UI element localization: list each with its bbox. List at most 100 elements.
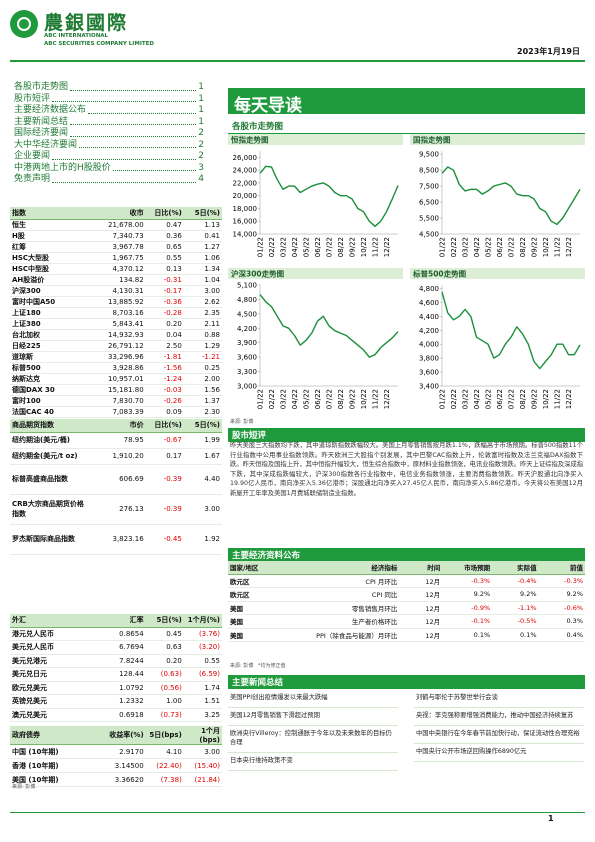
cell: -0.3%: [538, 574, 585, 588]
row: 美元兑人民币 6.7694 0.63 (3.20): [10, 640, 222, 655]
cell: 0.17: [145, 448, 184, 465]
table: 商品期货指数 市价 日比(%) 5日(%) 纽约期油(美元/桶) 78.95 -0.67 1.…: [10, 419, 222, 555]
cell: 1.74: [183, 681, 222, 695]
toc-title: 国际经济要闻: [14, 128, 69, 138]
line-series: [259, 165, 399, 227]
cell: 罗杰斯国际商品指数: [10, 524, 91, 555]
x-tick-label: 11/22: [372, 389, 380, 409]
header-cell: 政府债券: [10, 726, 91, 745]
cell: 12月: [399, 574, 443, 588]
cell: 1.92: [183, 524, 222, 555]
cell: 2.11: [183, 318, 222, 330]
cell: 1.34: [183, 263, 222, 275]
x-tick-label: 12/22: [383, 389, 391, 409]
cell: 9.2%: [442, 587, 493, 602]
toc-page: 3: [198, 162, 204, 173]
cell: 2.35: [183, 307, 222, 319]
cell: 0.25: [183, 362, 222, 374]
x-tick-label: 04/22: [291, 237, 299, 257]
cell: 4,130.31: [90, 285, 146, 297]
y-tick-label: 4,500: [237, 310, 257, 318]
y-tick-label: 18,000: [233, 205, 258, 213]
x-tick-label: 04/22: [473, 237, 481, 257]
toc-page: 1: [198, 82, 204, 92]
cell: -0.67: [145, 432, 184, 449]
x-tick-label: 03/22: [280, 237, 288, 257]
cell: 0.47: [145, 219, 184, 231]
news-item: 刘鹤与耶伦于苏黎世举行会谈: [414, 690, 584, 708]
cell: 0.1%: [442, 628, 493, 642]
x-tick-label: 03/22: [462, 389, 470, 409]
row: 美元兑港元 7.8244 0.20 0.55: [10, 654, 222, 668]
cell: 2.50: [145, 340, 184, 352]
source: 来源: 彭博: [12, 784, 36, 790]
cell: 78.95: [90, 432, 146, 449]
fx-table: 外汇 汇率 5日(%) 1个月(%) 港元兑人民币 0.8654 0.45 (3.76) 美元兑…: [10, 614, 222, 722]
y-tick-label: 3,600: [237, 354, 257, 362]
row: 法国CAC 40 7,083.39 0.09 2.30: [10, 406, 222, 418]
cell: 13,885.92: [90, 296, 146, 308]
cell: 5,843.41: [90, 318, 146, 330]
line-series: [259, 294, 399, 358]
header-cell: 国家/地区: [228, 561, 275, 575]
toc-page: 1: [198, 116, 204, 127]
x-tick-label: 04/22: [291, 389, 299, 409]
cell: 1.37: [183, 395, 222, 407]
cell: 3.00: [183, 285, 222, 297]
cell: 0.20: [145, 318, 184, 330]
toc-title: 各股市走势图: [14, 82, 69, 92]
cell: (22.40): [145, 758, 184, 773]
cell: HSC大型股: [10, 252, 91, 264]
row: CRB大宗商品期货价格指数 276.13 -0.39 3.00: [10, 494, 222, 525]
cell: -0.4%: [492, 574, 539, 588]
cell: (0.73): [145, 708, 184, 722]
y-tick-label: 5,100: [237, 282, 257, 290]
header-cell: 外汇: [10, 614, 91, 628]
x-tick-label: 07/22: [326, 237, 334, 257]
cell: 德国DAX 30: [10, 384, 91, 396]
cell: -0.3%: [442, 574, 493, 588]
cell: -0.28: [145, 307, 184, 319]
header-cell: 收益率(%): [90, 726, 146, 745]
cell: 日经225: [10, 340, 91, 352]
toc-entry: 企业要闻 2: [14, 151, 204, 163]
cell: 3.14500: [90, 758, 146, 773]
row: 欧元兑美元 1.0792 (0.56) 1.74: [10, 681, 222, 695]
cell: 12月: [399, 601, 443, 615]
x-tick-label: 05/22: [303, 237, 311, 257]
cell: 1.04: [183, 274, 222, 286]
tbody: 外汇 汇率 5日(%) 1个月(%) 港元兑人民币 0.8654 0.45 (3.76) 美元兑…: [10, 614, 222, 722]
x-tick-label: 01/22: [257, 237, 265, 257]
chart-title-bg: [410, 134, 585, 145]
cell: 2.30: [183, 406, 222, 418]
cell: 3,967.78: [90, 241, 146, 253]
cell: 0.65: [145, 241, 184, 253]
toc-page: 2: [198, 139, 204, 150]
cell: 26,791.12: [90, 340, 146, 352]
news-item: 日本央行维持政策不变: [228, 753, 398, 771]
row: 纽约期油(美元/桶) 78.95 -0.67 1.99: [10, 432, 222, 449]
cell: 零售销售月环比: [274, 601, 400, 615]
y-tick-label: 8,500: [419, 167, 439, 175]
cell: 7,830.70: [90, 395, 146, 407]
news-list: 美国PPI创出疫情爆发以来最大跌幅 美国12月零售销售下滑超过预期 欧洲央行Vill…: [228, 690, 398, 771]
cell: 0.41: [183, 230, 222, 242]
chart-title: 国指走势图: [413, 135, 451, 145]
cell: 纽约期金(美元/t oz): [10, 448, 91, 465]
row: 台北加权 14,932.93 0.04 0.88: [10, 329, 222, 341]
x-tick-label: 08/22: [519, 389, 527, 409]
x-tick-label: 06/22: [314, 389, 322, 409]
cell: -0.39: [145, 494, 184, 525]
cell: 道琼斯: [10, 351, 91, 363]
cell: (0.63): [145, 667, 184, 682]
cell: 澳元兑美元: [10, 708, 91, 722]
cell: 606.69: [90, 464, 146, 495]
y-tick-label: 26,000: [233, 154, 258, 162]
chart-title-bg: [228, 134, 403, 145]
toc-entry: 股市短评 1: [14, 94, 204, 106]
toc-dots: [52, 94, 197, 102]
cell: 3.36620: [90, 772, 146, 787]
bond-table: 政府债券 收益率(%) 5日(bps) 1个月(bps) 中国 (10年期) 2.9170…: [10, 726, 222, 787]
cell: 3,928.86: [90, 362, 146, 374]
y-tick-label: 4,800: [237, 296, 257, 304]
